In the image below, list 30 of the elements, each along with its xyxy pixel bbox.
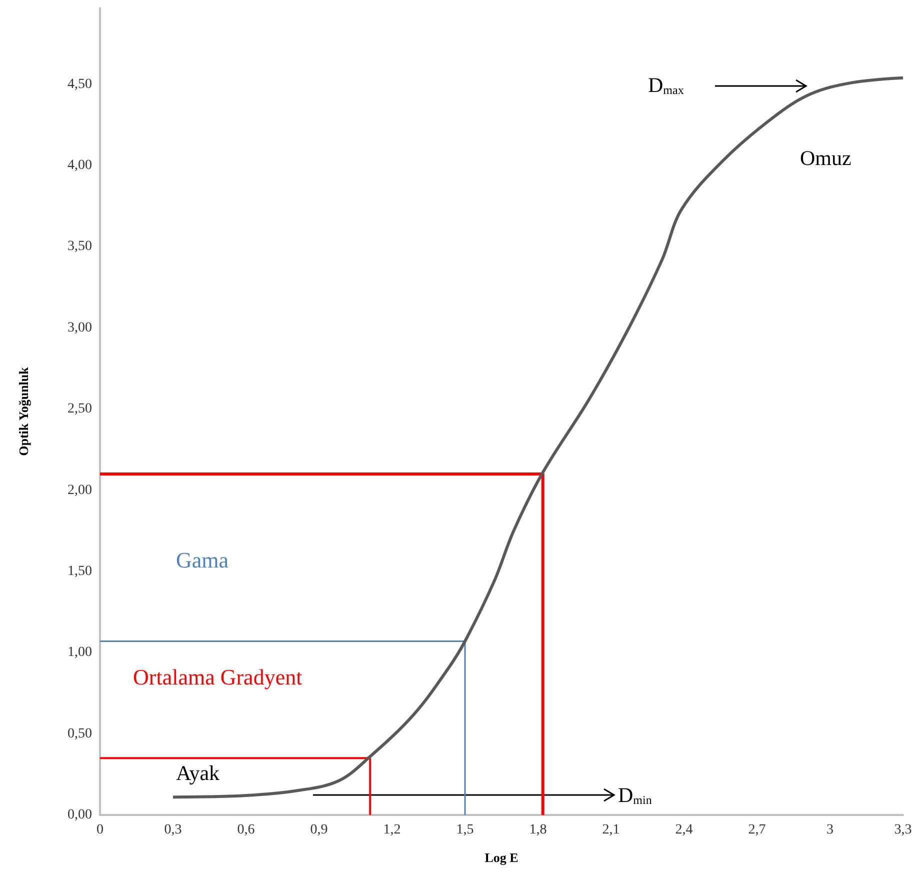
x-tick-label: 3,3 bbox=[894, 822, 912, 838]
x-tick-label: 1,2 bbox=[383, 822, 401, 838]
y-tick-label: 4,00 bbox=[68, 158, 92, 174]
y-tick-label: 3,50 bbox=[68, 239, 92, 254]
y-tick-label: 0,50 bbox=[68, 726, 92, 742]
y-tick-label: 3,00 bbox=[68, 320, 92, 336]
y-tick-label: 4,50 bbox=[68, 76, 92, 92]
annotation: Dmin bbox=[618, 783, 652, 807]
x-tick-label: 3 bbox=[826, 822, 834, 838]
annotation: Ayak bbox=[176, 761, 220, 785]
x-axis-title: Log E bbox=[484, 850, 518, 865]
y-axis-title: Optik Yoğunluk bbox=[16, 366, 31, 456]
y-tick-label: 1,00 bbox=[68, 645, 92, 660]
x-tick-label: 2,7 bbox=[748, 822, 766, 838]
y-tick-label: 1,50 bbox=[68, 564, 92, 579]
x-tick-label: 0,3 bbox=[164, 822, 182, 838]
x-tick-label: 2,4 bbox=[675, 822, 693, 838]
x-tick-label: 2,1 bbox=[602, 822, 620, 838]
x-tick-label: 1,5 bbox=[456, 822, 474, 838]
y-tick-label: 2,50 bbox=[68, 402, 92, 417]
x-tick-label: 0,6 bbox=[237, 822, 255, 838]
annotation: Dmax bbox=[648, 73, 684, 97]
x-tick-label: 0,9 bbox=[310, 822, 328, 838]
x-tick-label: 1,8 bbox=[529, 822, 547, 838]
annotation: Ortalama Gradyent bbox=[133, 664, 302, 690]
y-tick-label: 2,00 bbox=[68, 482, 92, 498]
annotation: Omuz bbox=[800, 146, 852, 170]
x-tick-label: 0 bbox=[96, 822, 104, 838]
y-tick-label: 0,00 bbox=[68, 808, 92, 822]
annotation: Gama bbox=[176, 548, 229, 572]
